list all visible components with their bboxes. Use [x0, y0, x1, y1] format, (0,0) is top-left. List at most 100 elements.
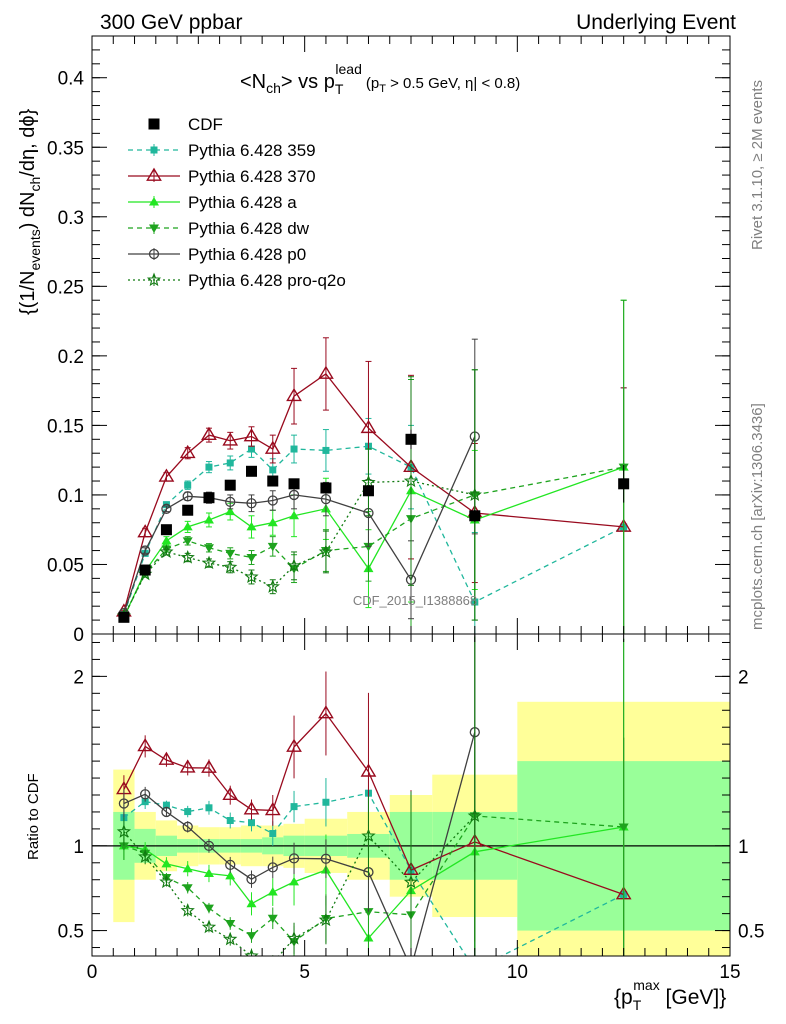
ratio-point — [246, 898, 257, 908]
series-line-2 — [123, 466, 624, 618]
data-point — [179, 444, 196, 459]
ratio-point — [318, 912, 334, 927]
ratio-point — [141, 798, 149, 806]
ratio-point — [118, 842, 129, 851]
ratio-point — [322, 798, 330, 806]
data-point — [225, 506, 236, 516]
data-point — [137, 524, 154, 538]
ratio-point — [360, 763, 377, 777]
ratio-point — [159, 874, 174, 889]
data-point — [182, 537, 193, 546]
ratio-point — [318, 705, 334, 719]
ratio-point — [269, 830, 277, 838]
data-point — [267, 517, 278, 527]
main-title: <Nch> vs pTlead(pT > 0.5 GeV, η| < 0.8) — [240, 61, 520, 97]
ratio-point — [182, 821, 193, 832]
data-point — [161, 503, 172, 514]
main-data-layer — [116, 299, 632, 635]
cdf-point — [118, 611, 130, 623]
cdf-points — [118, 429, 630, 623]
legend-entry-1: Pythia 6.428 359 — [128, 141, 316, 160]
cdf-point — [320, 482, 332, 494]
legend-marker — [148, 248, 160, 260]
legend-entry-5: Pythia 6.428 p0 — [128, 245, 306, 264]
series-line-0 — [123, 445, 624, 615]
ratio-point — [246, 874, 257, 885]
cdf-point — [618, 478, 630, 490]
ratio-point — [290, 803, 298, 811]
ratio-point — [226, 817, 234, 825]
data-point — [267, 495, 278, 506]
ratio-y-tick-label: 2 — [73, 667, 84, 688]
ratio-point — [289, 876, 300, 886]
data-point — [289, 510, 300, 520]
watermark: CDF_2015_I1388868 — [353, 593, 477, 608]
ratio-line-2 — [123, 826, 624, 940]
ratio-point — [161, 806, 172, 818]
ratio-point — [320, 853, 332, 864]
ratio-point — [184, 808, 192, 816]
cdf-point — [224, 479, 236, 491]
x-tick-label: 15 — [719, 962, 740, 983]
data-point — [225, 549, 236, 559]
data-point — [159, 544, 174, 559]
ratio-point — [288, 853, 300, 864]
ratio-point — [203, 840, 215, 851]
legend-entry-3: Pythia 6.428 a — [128, 193, 297, 212]
data-point — [361, 474, 376, 489]
legend-label: Pythia 6.428 a — [188, 193, 297, 212]
ratio-point — [248, 819, 255, 827]
data-point — [290, 445, 298, 453]
legend-marker — [149, 224, 159, 233]
ratio-point — [267, 862, 278, 873]
series-2 — [118, 299, 629, 635]
legend-label: Pythia 6.428 dw — [188, 219, 310, 238]
cdf-point — [288, 478, 300, 490]
data-point — [403, 473, 419, 488]
ratio-ylabel: Ratio to CDF — [25, 773, 42, 860]
ratio-point — [272, 955, 274, 956]
ratio-point — [286, 738, 302, 752]
ratio-data-layer — [92, 634, 730, 973]
data-point — [225, 496, 236, 508]
data-point — [226, 459, 234, 467]
data-point — [363, 542, 374, 552]
x-tick-label: 10 — [507, 962, 528, 983]
data-point — [223, 559, 238, 574]
ratio-point — [205, 804, 213, 812]
ratio-y-tick-label: 0.5 — [58, 922, 84, 943]
data-point — [467, 487, 482, 502]
ratio-point — [618, 823, 629, 833]
ratio-point — [116, 824, 132, 838]
data-point — [320, 493, 332, 505]
y-tick-label: 0.05 — [47, 555, 84, 576]
ratio-point — [363, 908, 374, 917]
ratio-point — [225, 870, 236, 880]
data-point — [246, 554, 257, 563]
ratio-point — [138, 849, 153, 863]
cdf-point — [405, 433, 417, 445]
ratio-point — [137, 737, 154, 752]
ratio-point — [222, 786, 239, 801]
data-point — [203, 544, 214, 553]
ratio-point — [180, 903, 195, 917]
series-line-1 — [123, 373, 624, 612]
ratio-line-3 — [123, 815, 624, 943]
data-point — [264, 440, 281, 454]
data-point — [161, 535, 172, 545]
ratio-axis-ticks: 0.5 0.5 1 1 2 2 0 5 10 15 — [58, 634, 764, 983]
data-point — [318, 544, 333, 559]
ratio-point — [223, 931, 238, 946]
data-point — [360, 419, 377, 434]
legend: CDF Pythia 6.428 359 Pythia 6.428 370 Pythi… — [128, 115, 346, 290]
data-point — [201, 555, 217, 570]
ratio-point — [407, 964, 416, 973]
legend-label: Pythia 6.428 359 — [188, 141, 316, 160]
ratio-point — [162, 801, 170, 809]
ratio-point — [403, 874, 419, 889]
legend-entry-0: CDF — [148, 115, 223, 134]
y-tick-label: 0.3 — [58, 208, 84, 229]
ratio-panel: 0.5 0.5 1 1 2 2 0 5 10 15 Ratio to CDF {pTmax [Ge… — [25, 633, 764, 1013]
data-point — [140, 545, 151, 556]
